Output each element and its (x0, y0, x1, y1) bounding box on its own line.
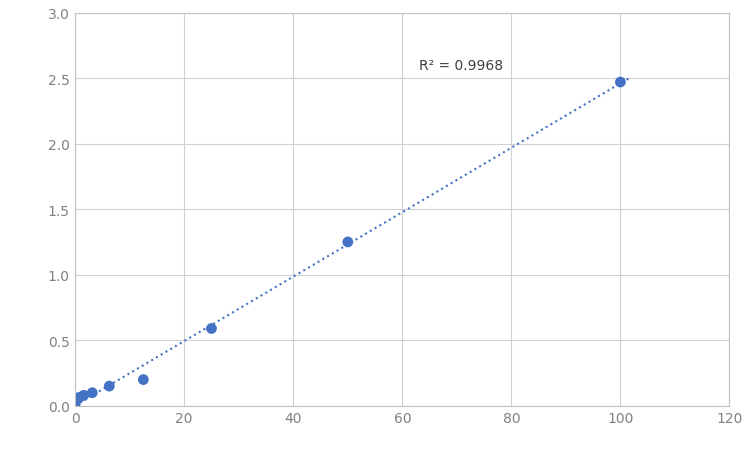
Point (69, 400, 81, 408)
Point (74, 394, 86, 401)
Point (77, 392, 89, 399)
Point (205, 325, 217, 332)
Point (138, 376, 150, 383)
Text: R² = 0.9968: R² = 0.9968 (419, 59, 503, 73)
Point (103, 382, 115, 390)
Point (614, 79, 626, 87)
Point (86, 389, 99, 396)
Point (341, 239, 353, 246)
